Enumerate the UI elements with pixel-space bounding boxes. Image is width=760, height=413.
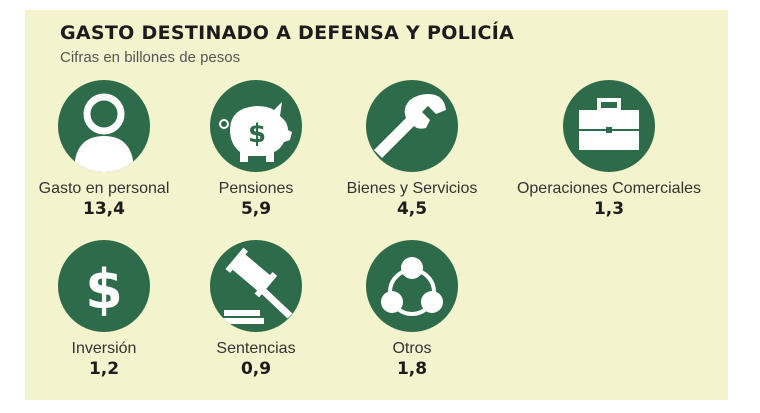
svg-text:$: $ xyxy=(85,258,123,321)
item-value: 5,9 xyxy=(240,199,272,219)
item-label: Pensiones xyxy=(218,180,294,197)
item-label: Otros xyxy=(392,340,432,357)
item-value: 1,3 xyxy=(593,199,625,219)
item-pensiones: $ Pensiones 5,9 xyxy=(156,80,356,220)
infographic-panel xyxy=(25,10,728,400)
item-value: 4,5 xyxy=(396,199,428,219)
item-gasto-personal: Gasto en personal 13,4 xyxy=(4,80,204,220)
item-value: 1,2 xyxy=(88,359,120,379)
item-sentencias: Sentencias 0,9 xyxy=(156,240,356,380)
item-inversion: $ Inversión 1,2 xyxy=(4,240,204,380)
piggy-bank-icon: $ xyxy=(210,80,302,172)
item-otros: Otros 1,8 xyxy=(312,240,512,380)
dollar-icon: $ xyxy=(58,240,150,332)
item-label: Operaciones Comerciales xyxy=(516,180,702,197)
briefcase-icon xyxy=(563,80,655,172)
network-icon xyxy=(366,240,458,332)
person-icon xyxy=(58,80,150,172)
item-label: Bienes y Servicios xyxy=(346,180,478,197)
item-operaciones-comerciales: Operaciones Comerciales 1,3 xyxy=(509,80,709,220)
item-value: 0,9 xyxy=(240,359,272,379)
item-label: Gasto en personal xyxy=(38,180,170,197)
subtitle: Cifras en billones de pesos xyxy=(60,49,241,66)
item-bienes-servicios: Bienes y Servicios 4,5 xyxy=(312,80,512,220)
item-value: 13,4 xyxy=(83,199,125,219)
gavel-icon xyxy=(210,240,302,332)
title: GASTO DESTINADO A DEFENSA Y POLICÍA xyxy=(60,22,515,44)
item-value: 1,8 xyxy=(396,359,428,379)
item-label: Sentencias xyxy=(216,340,296,357)
svg-text:$: $ xyxy=(248,119,266,149)
wrench-icon xyxy=(366,80,458,172)
item-label: Inversión xyxy=(71,340,137,357)
